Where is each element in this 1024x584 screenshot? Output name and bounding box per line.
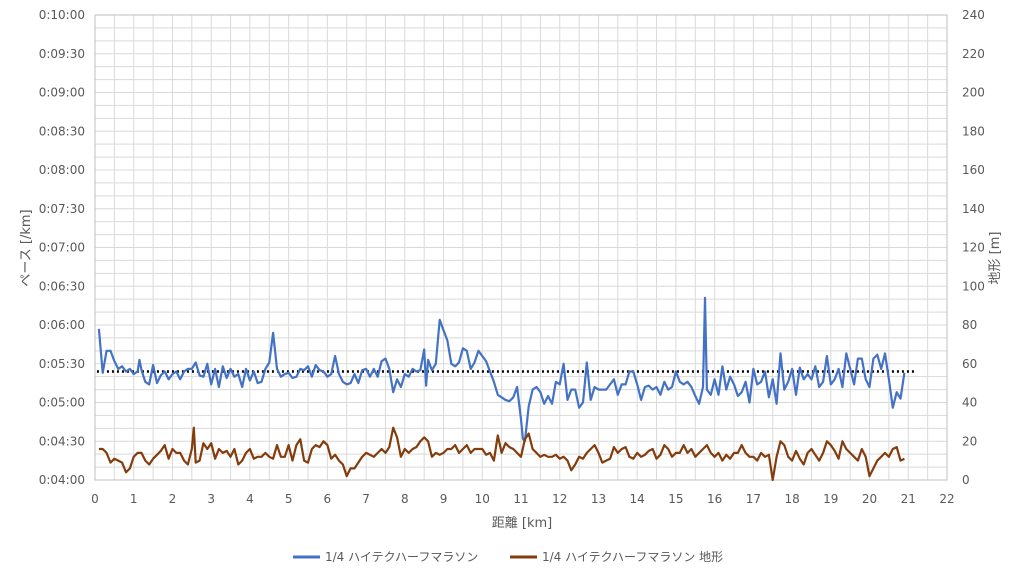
x-axis-title: 距離 [km] [492, 516, 552, 531]
y-axis-title-left: ペース [/km] [19, 209, 34, 286]
x-tick-label: 1 [130, 492, 138, 506]
y-right-tick-label: 60 [962, 357, 977, 371]
y-left-tick-label: 0:04:30 [39, 434, 85, 448]
y-left-tick-label: 0:10:00 [39, 8, 85, 22]
y-right-tick-label: 100 [962, 279, 985, 293]
x-tick-label: 0 [91, 492, 99, 506]
gridlines [94, 14, 948, 481]
x-tick-label: 10 [475, 492, 490, 506]
y-left-tick-label: 0:06:30 [39, 279, 85, 293]
x-tick-label: 11 [513, 492, 528, 506]
x-tick-label: 8 [401, 492, 409, 506]
y-left-tick-label: 0:09:30 [39, 47, 85, 61]
y-right-tick-label: 20 [962, 434, 977, 448]
x-tick-label: 6 [324, 492, 332, 506]
x-tick-label: 4 [246, 492, 254, 506]
y-left-tick-label: 0:07:00 [39, 241, 85, 255]
x-tick-label: 2 [169, 492, 177, 506]
series-line-elevation [98, 426, 905, 482]
series-lines [97, 296, 906, 482]
y-right-tick-label: 0 [962, 473, 970, 487]
x-tick-label: 19 [823, 492, 838, 506]
x-tick-label: 17 [746, 492, 761, 506]
x-tick-label: 21 [901, 492, 916, 506]
x-tick-label: 22 [939, 492, 954, 506]
y-right-tick-label: 180 [962, 124, 985, 138]
x-tick-label: 16 [707, 492, 722, 506]
x-tick-label: 7 [362, 492, 370, 506]
y-left-tick-label: 0:05:00 [39, 396, 85, 410]
x-tick-label: 20 [862, 492, 877, 506]
y-axis-title-right: 地形 [m] [988, 232, 1003, 285]
x-tick-label: 14 [630, 492, 645, 506]
axes [94, 14, 948, 481]
y-right-tick-label: 80 [962, 318, 977, 332]
y-left-tick-label: 0:08:00 [39, 163, 85, 177]
x-tick-label: 18 [784, 492, 799, 506]
x-tick-label: 9 [440, 492, 448, 506]
y-left-tick-label: 0:05:30 [39, 357, 85, 371]
y-left-tick-label: 0:09:00 [39, 86, 85, 100]
legend-label-pace: 1/4 ハイテクハーフマラソン [325, 550, 478, 564]
y-left-tick-label: 0:06:00 [39, 318, 85, 332]
y-right-tick-label: 220 [962, 47, 985, 61]
legend: 1/4 ハイテクハーフマラソン 1/4 ハイテクハーフマラソン 地形 [293, 550, 723, 564]
x-tick-label: 15 [668, 492, 683, 506]
y-right-tick-label: 200 [962, 86, 985, 100]
y-right-tick-label: 240 [962, 8, 985, 22]
y-right-tick-label: 140 [962, 202, 985, 216]
series-line-pace [97, 296, 906, 443]
tick-labels: 0 1 2 3 4 5 6 7 8 9 10 11 12 13 14 15 16 17 18 19 20 21 220:04… [39, 8, 985, 506]
y-right-tick-label: 160 [962, 163, 985, 177]
y-left-tick-label: 0:04:00 [39, 473, 85, 487]
plot-area-border [94, 14, 948, 481]
legend-label-elevation: 1/4 ハイテクハーフマラソン 地形 [542, 550, 723, 564]
y-left-tick-label: 0:07:30 [39, 202, 85, 216]
x-tick-label: 12 [552, 492, 567, 506]
x-tick-label: 13 [591, 492, 606, 506]
y-right-tick-label: 120 [962, 241, 985, 255]
x-tick-label: 5 [285, 492, 293, 506]
y-left-tick-label: 0:08:30 [39, 124, 85, 138]
x-tick-label: 3 [207, 492, 215, 506]
y-right-tick-label: 40 [962, 396, 977, 410]
